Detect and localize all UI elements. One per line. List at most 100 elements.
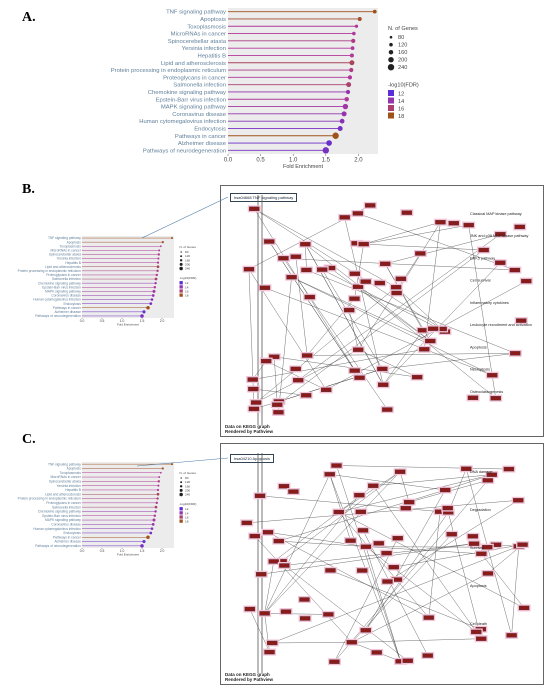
size-legend-dot	[389, 35, 393, 39]
pathway-edge-c	[254, 535, 352, 643]
pathway-edge-c	[334, 538, 398, 662]
lollipop-point-c	[142, 539, 146, 544]
gene-node-c	[402, 658, 413, 663]
size-legend-label-c: 240	[185, 493, 190, 497]
gene-node-c	[440, 487, 451, 493]
lollipop-point	[357, 16, 362, 21]
gene-node-b	[352, 211, 364, 216]
lollipop-point-c	[156, 492, 160, 496]
x-tick-label-c: 1.0	[120, 549, 125, 553]
color-legend-label-c: 18	[185, 520, 189, 524]
gene-node-c	[446, 532, 457, 537]
kegg-title-b: hsa04668 TNF signaling pathway	[230, 193, 298, 202]
pathway-label-b: Cell survival	[470, 279, 491, 283]
kegg-footer-line2-c: Rendered by Pathview	[225, 677, 274, 682]
pathway-label-c: Degradation	[470, 508, 491, 512]
category-label: Protein processing in endoplasmic reticu…	[111, 68, 226, 74]
category-label-b: Epstein-Barr virus infection	[42, 285, 81, 289]
pathway-edge-c	[351, 638, 482, 643]
pathway-edge-c	[338, 511, 429, 618]
category-label-b: Alzheimer disease	[54, 310, 81, 314]
pathway-edge-b	[305, 244, 307, 270]
pathway-label-c: Apoptosis	[470, 584, 487, 588]
category-label-b: Pathways in cancer	[53, 306, 82, 310]
category-label-c: Endocytosis	[63, 531, 81, 535]
category-label-b: Human cytomegalovirus infection	[33, 298, 81, 302]
lollipop-point-b	[146, 305, 150, 310]
gene-node-b	[290, 366, 301, 372]
gene-node-c	[371, 650, 382, 655]
size-legend-title-b: N. of Genes	[180, 245, 197, 249]
lollipop-point-b	[140, 314, 144, 318]
gene-node-c	[506, 633, 517, 638]
gene-node-c	[244, 606, 256, 612]
color-legend-label: 14	[398, 99, 404, 105]
pathway-edge-c	[278, 489, 446, 542]
lollipop-point-b	[154, 277, 158, 281]
x-tick-label-c: 0.0	[80, 549, 85, 553]
pathway-edge-c	[267, 532, 429, 618]
gene-node-c	[262, 530, 274, 535]
gene-node-b	[427, 326, 439, 331]
size-legend-title-c: N. of Genes	[180, 471, 197, 475]
gene-node-b	[349, 296, 360, 301]
kegg-footer-line2-b: Rendered by Pathview	[225, 429, 274, 434]
gene-node-c	[357, 528, 369, 533]
color-legend-title-b: -log10(FDR)	[180, 276, 197, 280]
lollipop-point-c	[152, 518, 156, 522]
gene-node-c	[268, 559, 279, 564]
pathway-label-b: Classical MAP kinase pathway	[470, 212, 522, 216]
gene-node-c	[360, 628, 371, 633]
category-label: MicroRNAs in cancer	[171, 32, 226, 38]
pathway-edge-c	[399, 471, 410, 503]
kegg-footer-line1-b: Data on KEGG graph	[225, 424, 270, 429]
pathway-edge-b	[254, 208, 397, 288]
gene-node-b	[463, 222, 474, 228]
gene-node-c	[461, 466, 472, 471]
category-label: Spinocerebellar ataxia	[168, 39, 227, 45]
panel-label-b: B.	[22, 182, 35, 197]
category-label: Coronavirus disease	[172, 112, 226, 118]
gene-node-c	[264, 649, 275, 655]
gene-node-b	[415, 251, 426, 256]
gene-node-c	[267, 640, 278, 646]
gene-node-c	[333, 509, 344, 515]
gene-node-b	[380, 261, 391, 267]
gene-node-b	[249, 206, 260, 212]
gene-node-c	[329, 659, 340, 664]
pathway-edge-b	[277, 249, 484, 405]
gene-node-b	[374, 280, 385, 286]
color-legend-label-c: 12	[185, 507, 189, 511]
x-tick-label-b: 1.0	[120, 319, 125, 323]
category-label: Endocytosis	[194, 126, 226, 132]
gene-node-b	[269, 354, 280, 359]
gene-node-c	[354, 492, 365, 498]
gene-node-b	[343, 307, 355, 313]
size-legend-label-b: 80	[185, 250, 189, 254]
gene-node-c	[482, 545, 493, 550]
lollipop-point-b	[149, 302, 153, 306]
lollipop-point-c	[157, 480, 160, 483]
pathway-edge-c	[393, 544, 523, 568]
pathway-edge-b	[358, 253, 421, 350]
size-legend-dot	[388, 49, 394, 55]
color-legend-label-b: 18	[185, 294, 189, 298]
lollipop-point-c	[157, 484, 160, 487]
gene-node-b	[304, 294, 315, 300]
color-legend-title: -log10(FDR)	[388, 83, 419, 89]
gene-node-c	[476, 551, 487, 556]
lollipop-point-c	[161, 467, 164, 470]
size-legend-dot-b	[180, 255, 183, 258]
color-legend-swatch	[388, 112, 394, 119]
lollipop-point-b	[152, 289, 156, 293]
gene-node-c	[394, 469, 406, 474]
lollipop-point-b	[153, 286, 157, 289]
pathway-edge-c	[261, 543, 475, 575]
pathway-edge-c	[351, 534, 452, 643]
color-legend-label-c: 16	[185, 515, 189, 519]
x-tick-label-c: 0.5	[100, 549, 105, 553]
lollipop-point-c	[158, 476, 161, 479]
size-legend-label: 80	[398, 35, 404, 41]
pathway-edge-b	[322, 269, 383, 370]
color-legend-label-c: 14	[185, 511, 189, 515]
